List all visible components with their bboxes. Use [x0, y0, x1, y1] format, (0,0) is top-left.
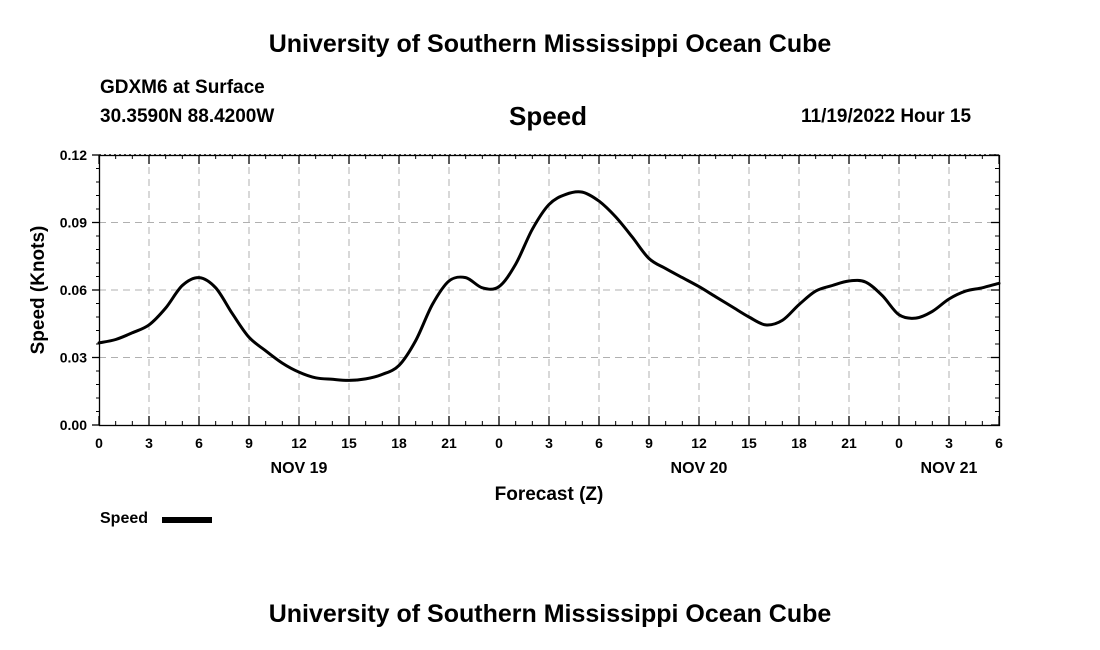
- station-label: GDXM6 at Surface: [100, 77, 265, 98]
- x-tick-label: 6: [995, 435, 1003, 451]
- y-axis-label: Speed (Knots): [28, 226, 49, 355]
- speed-series-line: [97, 190, 1001, 382]
- x-tick-labels: 0 3 6 9 12 15 18 21 0 3 6 9 12 15 18 21 0 3 6: [95, 435, 1003, 451]
- datetime-label: 11/19/2022 Hour 15: [801, 106, 972, 127]
- x-tick-label: 21: [841, 435, 857, 451]
- footer-title: University of Southern Mississippi Ocean…: [268, 600, 832, 628]
- chart-grid: [99, 155, 999, 425]
- x-tick-label: 12: [691, 435, 707, 451]
- chart-title: Speed: [509, 101, 588, 131]
- x-tick-label: 0: [495, 435, 503, 451]
- x-tick-label: 15: [341, 435, 357, 451]
- x-tick-label: 18: [791, 435, 807, 451]
- legend-label: Speed: [100, 510, 149, 527]
- x-tick-label: 0: [95, 435, 103, 451]
- x-tick-label: 18: [391, 435, 407, 451]
- axis-ticks: [92, 154, 1000, 426]
- x-tick-label: 6: [195, 435, 203, 451]
- coordinates-label: 30.3590N 88.4200W: [100, 106, 275, 127]
- x-tick-label: 3: [545, 435, 553, 451]
- y-tick-labels: 0.00 0.03 0.06 0.09 0.12: [60, 147, 87, 433]
- y-tick-label: 0.06: [60, 282, 87, 298]
- y-tick-label: 0.03: [60, 350, 87, 366]
- y-tick-label: 0.00: [60, 417, 87, 433]
- x-tick-label: 12: [291, 435, 307, 451]
- legend-swatch: [162, 517, 212, 523]
- x-tick-label: 0: [895, 435, 903, 451]
- y-tick-label: 0.09: [60, 215, 87, 231]
- x-axis-label: Forecast (Z): [495, 484, 604, 505]
- date-label: NOV 19: [271, 460, 328, 477]
- date-label: NOV 21: [921, 460, 978, 477]
- x-tick-label: 21: [441, 435, 457, 451]
- x-tick-label: 9: [245, 435, 253, 451]
- x-tick-label: 3: [945, 435, 953, 451]
- date-label: NOV 20: [671, 460, 728, 477]
- date-labels: NOV 19 NOV 20 NOV 21: [271, 460, 978, 477]
- x-tick-label: 6: [595, 435, 603, 451]
- y-tick-label: 0.12: [60, 147, 87, 163]
- x-tick-label: 15: [741, 435, 757, 451]
- x-tick-label: 3: [145, 435, 153, 451]
- x-tick-label: 9: [645, 435, 653, 451]
- page-title: University of Southern Mississippi Ocean…: [268, 30, 832, 58]
